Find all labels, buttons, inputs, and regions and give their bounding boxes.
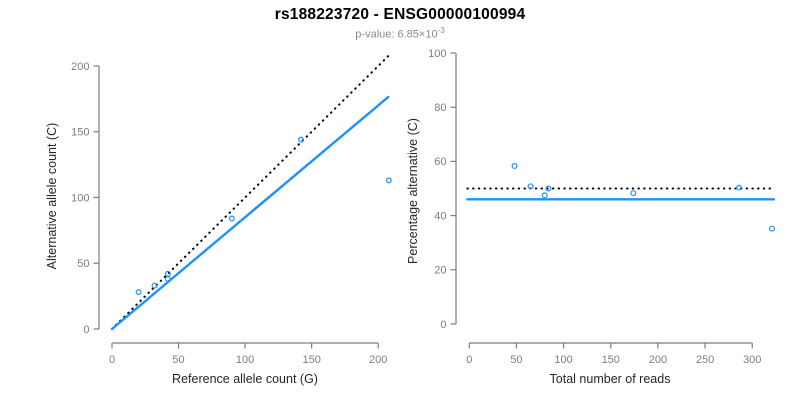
left-x-axis-title: Reference allele count (G) [172, 372, 318, 386]
allele-count-panel: 0 50 100 150 200 0 50 100 150 200 [71, 55, 392, 366]
plot-title: rs188223720 - ENSG00000100994 [274, 6, 526, 23]
y-tick-label: 150 [71, 127, 89, 139]
x-tick-label: 200 [369, 354, 387, 366]
data-point [735, 184, 742, 191]
left-y-axis-title: Alternative allele count (C) [45, 122, 59, 270]
y-tick-label: 50 [77, 258, 89, 270]
data-point [151, 282, 158, 289]
x-tick-label: 0 [466, 354, 472, 366]
x-tick-label: 300 [743, 354, 761, 366]
data-point [298, 136, 305, 143]
data-point [527, 183, 534, 190]
data-point [228, 215, 235, 222]
plot-subtitle: p-value: 6.85×10-3 [0, 26, 800, 41]
y-tick-label: 60 [434, 156, 446, 168]
right-x-axis-title: Total number of reads [549, 372, 671, 386]
x-tick-label: 50 [172, 354, 184, 366]
x-tick-label: 250 [696, 354, 714, 366]
y-tick-label: 0 [83, 324, 89, 336]
x-tick-label: 100 [554, 354, 572, 366]
x-tick-label: 150 [602, 354, 620, 366]
y-tick-label: 20 [434, 265, 446, 277]
y-tick-label: 40 [434, 210, 446, 222]
data-point [135, 289, 142, 296]
y-tick-label: 100 [428, 48, 446, 60]
right-y-axis-title: Percentage alternative (C) [406, 118, 420, 264]
data-point [385, 177, 392, 184]
y-tick-label: 80 [434, 102, 446, 114]
x-tick-label: 100 [236, 354, 254, 366]
data-point [769, 225, 776, 232]
y-tick-label: 0 [440, 319, 446, 331]
y-tick-label: 200 [71, 61, 89, 73]
x-tick-label: 50 [510, 354, 522, 366]
percentage-panel: 0 50 100 150 200 250 300 0 20 40 60 80 100 [428, 48, 776, 366]
pvalue-exponent: -3 [437, 26, 445, 35]
regression-line [110, 95, 390, 331]
data-point [164, 276, 171, 283]
x-tick-label: 150 [302, 354, 320, 366]
x-tick-label: 200 [649, 354, 667, 366]
data-point [630, 190, 637, 197]
pvalue-text: p-value: 6.85×10 [355, 28, 438, 41]
x-tick-label: 0 [109, 354, 115, 366]
y-tick-label: 100 [71, 192, 89, 204]
data-point [541, 192, 548, 199]
data-point [545, 185, 552, 192]
data-point [511, 163, 518, 170]
identity-line [111, 55, 390, 330]
